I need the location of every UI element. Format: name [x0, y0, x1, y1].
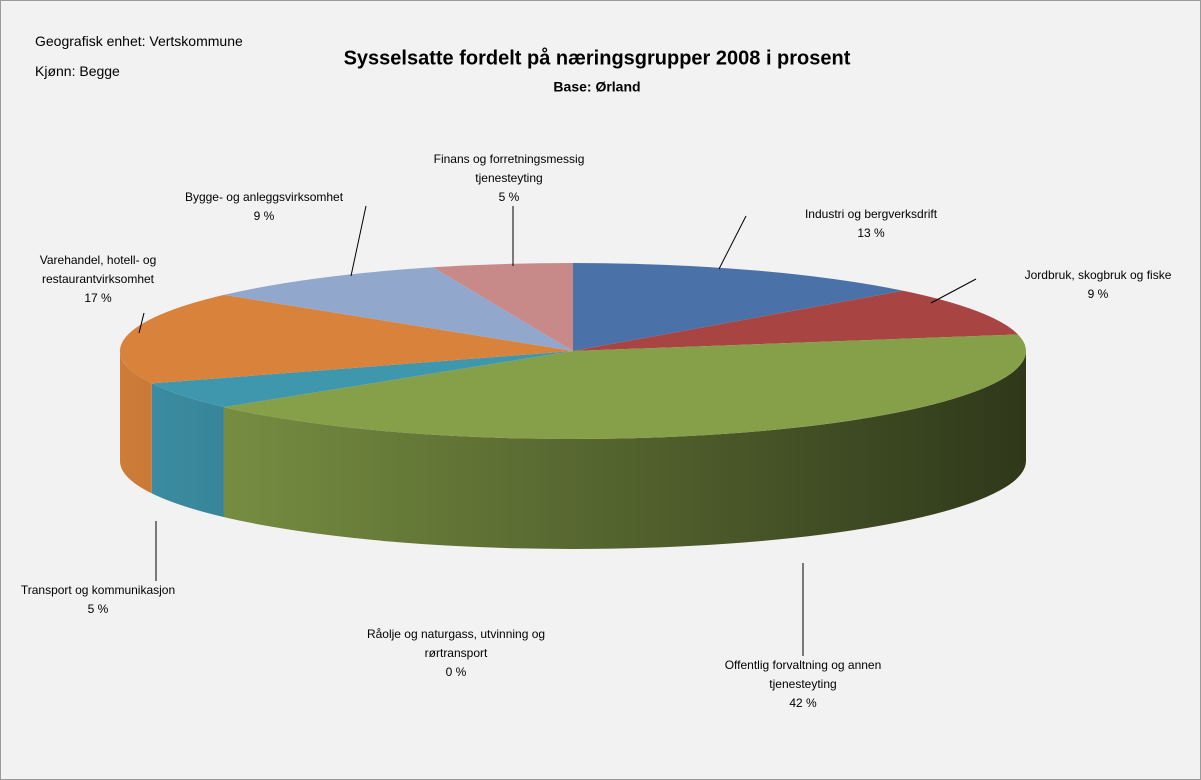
- category-name: Jordbruk, skogbruk og fiske: [1024, 268, 1172, 282]
- slice-label: Jordbruk, skogbruk og fiske 9 %: [1025, 266, 1172, 304]
- category-name: Varehandel, hotell- og restaurantvirksom…: [39, 253, 157, 286]
- slice-label: Varehandel, hotell- og restaurantvirksom…: [28, 251, 168, 308]
- category-name: Transport og kommunikasjon: [20, 583, 176, 597]
- category-name: Råolje og naturgass, utvinning og rørtra…: [366, 627, 546, 660]
- slice-label: Offentlig forvaltning og annen tjenestey…: [708, 656, 898, 713]
- value-label: 5 %: [498, 190, 520, 204]
- slice: [573, 290, 1018, 351]
- slice: [223, 334, 1026, 440]
- slice: [223, 267, 573, 351]
- slice: [120, 294, 574, 384]
- gender-label: Kjønn: Begge: [35, 63, 120, 79]
- slice-label: Råolje og naturgass, utvinning og rørtra…: [349, 625, 564, 682]
- slice: [573, 263, 904, 351]
- slice: [151, 351, 573, 408]
- chart-title: Sysselsatte fordelt på næringsgrupper 20…: [344, 46, 851, 69]
- category-name: Finans og forretningsmessig tjenesteytin…: [433, 152, 585, 185]
- value-label: 13 %: [857, 226, 885, 240]
- slice-side: [120, 351, 152, 494]
- value-label: 5 %: [87, 602, 109, 616]
- pie-sides: [120, 351, 1026, 550]
- value-label: 9 %: [1087, 287, 1109, 301]
- leader-line: [138, 312, 145, 334]
- value-label: 42 %: [789, 696, 817, 710]
- category-name: Bygge- og anleggsvirksomhet: [184, 190, 344, 204]
- slice-side: [223, 351, 1026, 550]
- leader-line: [718, 215, 747, 270]
- category-name: Offentlig forvaltning og annen tjenestey…: [724, 658, 882, 691]
- value-label: 9 %: [253, 209, 275, 223]
- slice-label: Industri og bergverksdrift 13 %: [805, 205, 937, 243]
- slice-label: Bygge- og anleggsvirksomhet 9 %: [185, 188, 343, 226]
- leader-line: [350, 205, 367, 277]
- category-name: Industri og bergverksdrift: [804, 207, 938, 221]
- pie-tops: [120, 263, 1026, 440]
- slice-label: Finans og forretningsmessig tjenesteytin…: [422, 150, 597, 207]
- slice: [433, 263, 573, 351]
- leader-lines: [138, 205, 977, 656]
- slice-label: Transport og kommunikasjon 5 %: [21, 581, 175, 619]
- slice-side: [151, 383, 224, 518]
- unit-label: Geografisk enhet: Vertskommune: [35, 33, 243, 49]
- value-label: 17 %: [84, 291, 112, 305]
- chart-subtitle: Base: Ørland: [553, 79, 640, 95]
- value-label: 0 %: [445, 665, 467, 679]
- leader-line: [930, 278, 977, 304]
